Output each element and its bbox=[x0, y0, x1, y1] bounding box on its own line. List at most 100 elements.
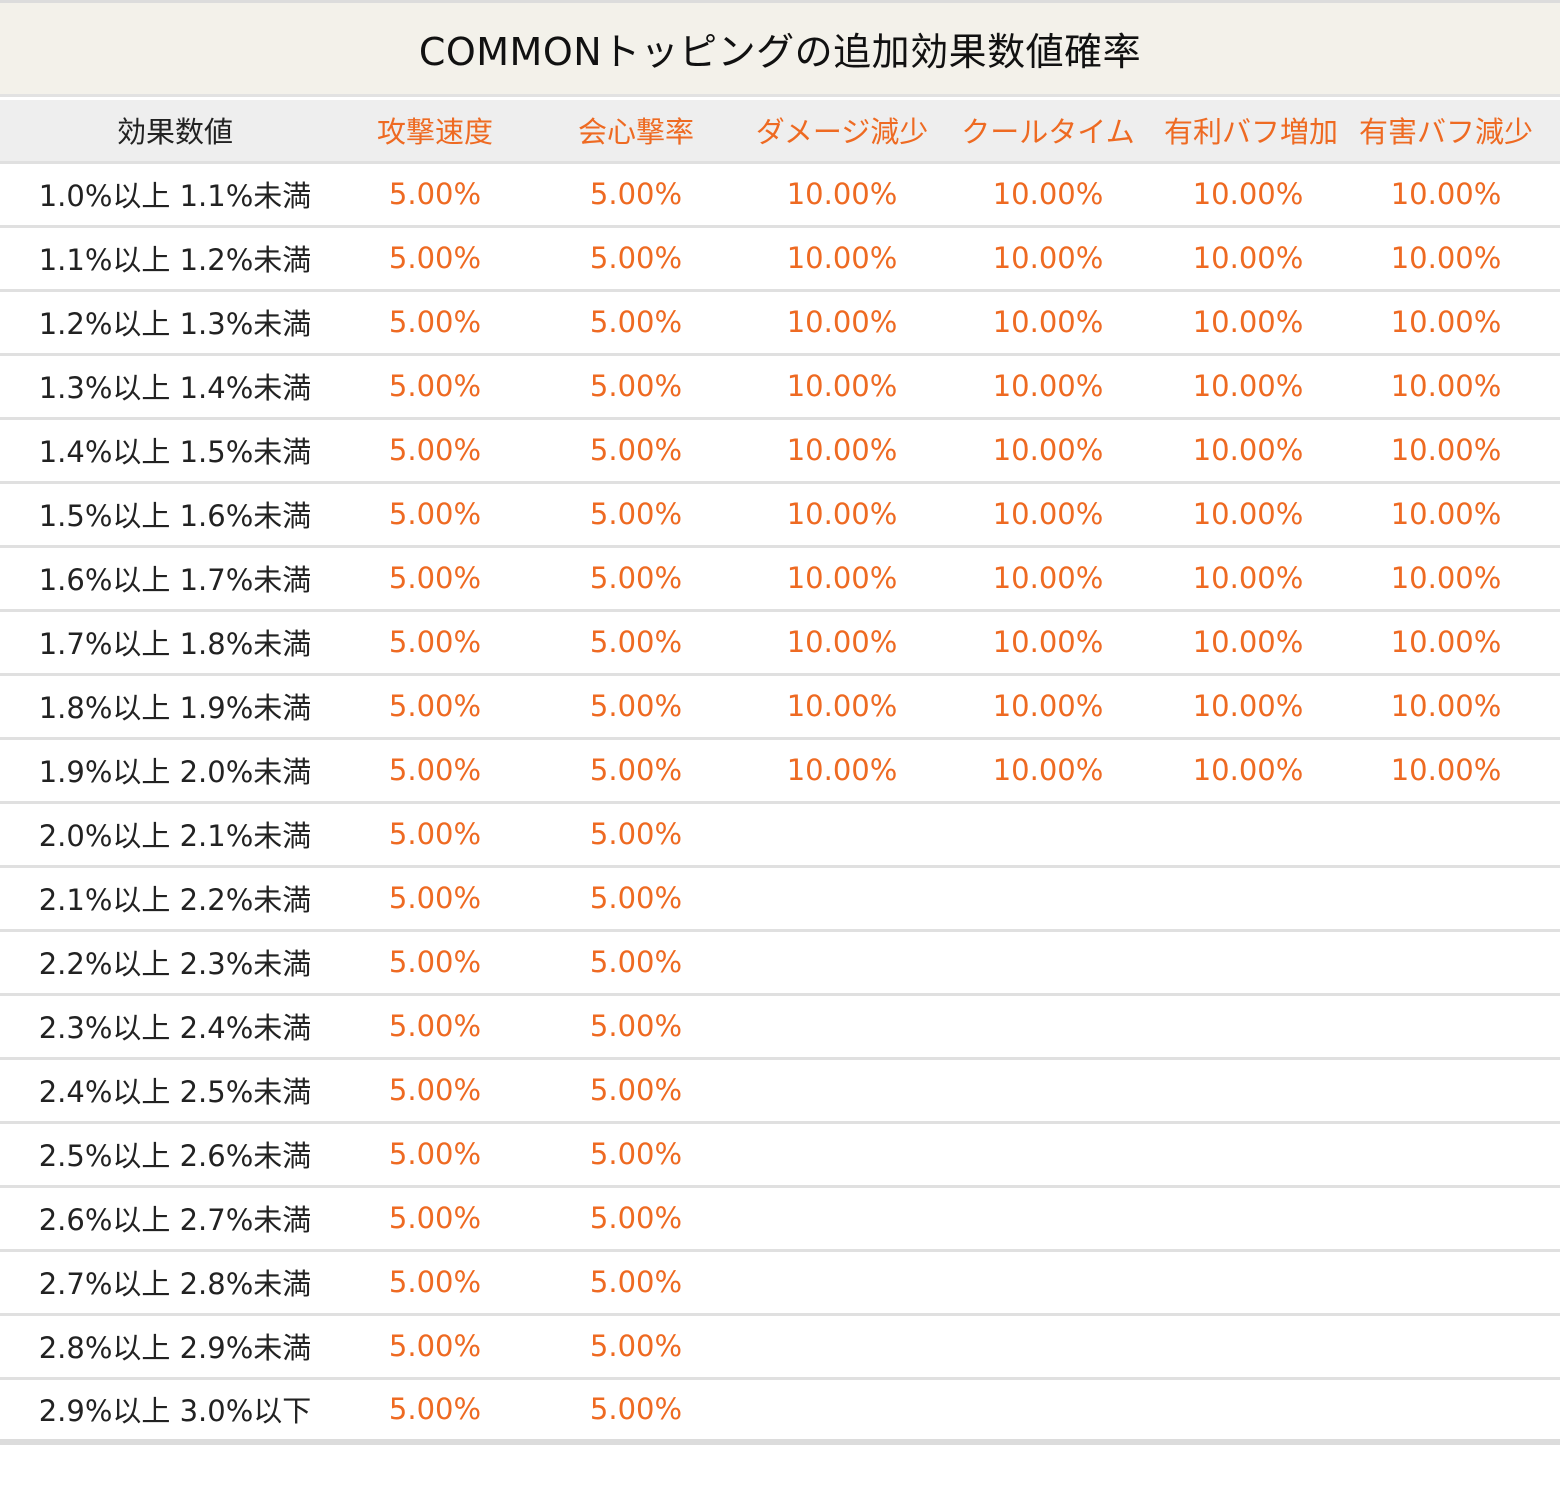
attack-speed-cell: 5.00% bbox=[388, 241, 482, 275]
cooldown-cell: 10.00% bbox=[992, 497, 1104, 531]
damage-reduction-cell bbox=[752, 802, 932, 866]
table-row: 1.0%以上 1.1%未満 5.00% 5.00% 10.00% 10.00% 10.00… bbox=[0, 162, 1560, 226]
buff-increase-cell: 10.00% bbox=[1192, 305, 1304, 339]
debuff-reduction-cell bbox=[1332, 866, 1560, 930]
damage-reduction-cell bbox=[752, 1122, 932, 1186]
critical-rate-cell: 5.00% bbox=[589, 625, 683, 659]
cooldown-cell: 10.00% bbox=[992, 241, 1104, 275]
table-row: 1.9%以上 2.0%未満 5.00% 5.00% 10.00% 10.00% 10.00… bbox=[0, 738, 1560, 802]
damage-reduction-cell: 10.00% bbox=[786, 753, 898, 787]
range-cell: 1.4%以上 1.5%未満 bbox=[38, 435, 312, 469]
header-effect-value: 効果数値 bbox=[116, 115, 233, 150]
table-row: 2.4%以上 2.5%未満 5.00% 5.00% bbox=[0, 1058, 1560, 1122]
debuff-reduction-cell bbox=[1332, 1250, 1560, 1314]
attack-speed-cell: 5.00% bbox=[388, 1392, 482, 1427]
cooldown-cell bbox=[932, 802, 1164, 866]
critical-rate-cell: 5.00% bbox=[589, 369, 683, 403]
table-row: 2.1%以上 2.2%未満 5.00% 5.00% bbox=[0, 866, 1560, 930]
range-cell: 2.0%以上 2.1%未満 bbox=[38, 819, 312, 853]
range-cell: 2.2%以上 2.3%未満 bbox=[38, 947, 312, 981]
attack-speed-cell: 5.00% bbox=[388, 881, 482, 915]
damage-reduction-cell bbox=[752, 1250, 932, 1314]
cooldown-cell: 10.00% bbox=[992, 625, 1104, 659]
range-cell: 2.6%以上 2.7%未満 bbox=[38, 1203, 312, 1237]
table-row: 2.5%以上 2.6%未満 5.00% 5.00% bbox=[0, 1122, 1560, 1186]
critical-rate-cell: 5.00% bbox=[589, 241, 683, 275]
table-row: 2.9%以上 3.0%以下 5.00% 5.00% bbox=[0, 1378, 1560, 1442]
cooldown-cell: 10.00% bbox=[992, 305, 1104, 339]
buff-increase-cell bbox=[1164, 866, 1332, 930]
damage-reduction-cell: 10.00% bbox=[786, 689, 898, 723]
debuff-reduction-cell: 10.00% bbox=[1390, 433, 1502, 467]
debuff-reduction-cell bbox=[1332, 802, 1560, 866]
debuff-reduction-cell: 10.00% bbox=[1390, 561, 1502, 595]
critical-rate-cell: 5.00% bbox=[589, 945, 683, 979]
debuff-reduction-cell: 10.00% bbox=[1390, 305, 1502, 339]
damage-reduction-cell bbox=[752, 1378, 932, 1442]
buff-increase-cell bbox=[1164, 1314, 1332, 1378]
range-cell: 1.8%以上 1.9%未満 bbox=[38, 691, 312, 725]
critical-rate-cell: 5.00% bbox=[589, 689, 683, 723]
cooldown-cell bbox=[932, 866, 1164, 930]
range-cell: 1.9%以上 2.0%未満 bbox=[38, 755, 312, 789]
buff-increase-cell: 10.00% bbox=[1192, 753, 1304, 787]
attack-speed-cell: 5.00% bbox=[388, 177, 482, 211]
debuff-reduction-cell: 10.00% bbox=[1390, 369, 1502, 403]
debuff-reduction-cell: 10.00% bbox=[1390, 241, 1502, 275]
cooldown-cell bbox=[932, 1378, 1164, 1442]
damage-reduction-cell: 10.00% bbox=[786, 241, 898, 275]
probability-table: 効果数値 攻撃速度 会心撃率 ダメージ減少 クールタイム 有利バフ増加 有害バフ… bbox=[0, 100, 1560, 1445]
range-cell: 1.5%以上 1.6%未満 bbox=[38, 499, 312, 533]
damage-reduction-cell: 10.00% bbox=[786, 369, 898, 403]
table-row: 1.1%以上 1.2%未満 5.00% 5.00% 10.00% 10.00% 10.00… bbox=[0, 226, 1560, 290]
attack-speed-cell: 5.00% bbox=[388, 689, 482, 723]
range-cell: 1.6%以上 1.7%未満 bbox=[38, 563, 312, 597]
debuff-reduction-cell: 10.00% bbox=[1390, 689, 1502, 723]
debuff-reduction-cell bbox=[1332, 1186, 1560, 1250]
table-row: 1.5%以上 1.6%未満 5.00% 5.00% 10.00% 10.00% 10.00… bbox=[0, 482, 1560, 546]
header-debuff-reduction: 有害バフ減少 bbox=[1358, 115, 1533, 150]
critical-rate-cell: 5.00% bbox=[589, 1073, 683, 1107]
page-title: COMMONトッピングの追加効果数値確率 bbox=[418, 30, 1142, 74]
buff-increase-cell bbox=[1164, 1378, 1332, 1442]
buff-increase-cell: 10.00% bbox=[1192, 369, 1304, 403]
attack-speed-cell: 5.00% bbox=[388, 497, 482, 531]
attack-speed-cell: 5.00% bbox=[388, 305, 482, 339]
critical-rate-cell: 5.00% bbox=[589, 561, 683, 595]
buff-increase-cell bbox=[1164, 994, 1332, 1058]
range-cell: 1.3%以上 1.4%未満 bbox=[38, 371, 312, 405]
critical-rate-cell: 5.00% bbox=[589, 817, 683, 851]
critical-rate-cell: 5.00% bbox=[589, 753, 683, 787]
range-cell: 2.8%以上 2.9%未満 bbox=[38, 1331, 312, 1365]
damage-reduction-cell: 10.00% bbox=[786, 561, 898, 595]
buff-increase-cell: 10.00% bbox=[1192, 689, 1304, 723]
cooldown-cell: 10.00% bbox=[992, 433, 1104, 467]
cooldown-cell: 10.00% bbox=[992, 753, 1104, 787]
critical-rate-cell: 5.00% bbox=[589, 1009, 683, 1043]
buff-increase-cell bbox=[1164, 1058, 1332, 1122]
cooldown-cell: 10.00% bbox=[992, 369, 1104, 403]
buff-increase-cell bbox=[1164, 1122, 1332, 1186]
damage-reduction-cell: 10.00% bbox=[786, 497, 898, 531]
critical-rate-cell: 5.00% bbox=[589, 497, 683, 531]
cooldown-cell bbox=[932, 1314, 1164, 1378]
buff-increase-cell: 10.00% bbox=[1192, 625, 1304, 659]
damage-reduction-cell bbox=[752, 866, 932, 930]
table-row: 1.4%以上 1.5%未満 5.00% 5.00% 10.00% 10.00% 10.00… bbox=[0, 418, 1560, 482]
header-damage-reduction: ダメージ減少 bbox=[755, 115, 929, 150]
debuff-reduction-cell bbox=[1332, 1122, 1560, 1186]
cooldown-cell bbox=[932, 1250, 1164, 1314]
buff-increase-cell bbox=[1164, 930, 1332, 994]
damage-reduction-cell bbox=[752, 994, 932, 1058]
critical-rate-cell: 5.00% bbox=[589, 433, 683, 467]
damage-reduction-cell bbox=[752, 1058, 932, 1122]
range-cell: 2.3%以上 2.4%未満 bbox=[38, 1011, 312, 1045]
damage-reduction-cell: 10.00% bbox=[786, 625, 898, 659]
damage-reduction-cell: 10.00% bbox=[786, 177, 898, 211]
buff-increase-cell bbox=[1164, 1250, 1332, 1314]
damage-reduction-cell bbox=[752, 1186, 932, 1250]
cooldown-cell bbox=[932, 1058, 1164, 1122]
attack-speed-cell: 5.00% bbox=[388, 1009, 482, 1043]
header-critical-rate: 会心撃率 bbox=[577, 115, 694, 150]
debuff-reduction-cell bbox=[1332, 1378, 1560, 1442]
